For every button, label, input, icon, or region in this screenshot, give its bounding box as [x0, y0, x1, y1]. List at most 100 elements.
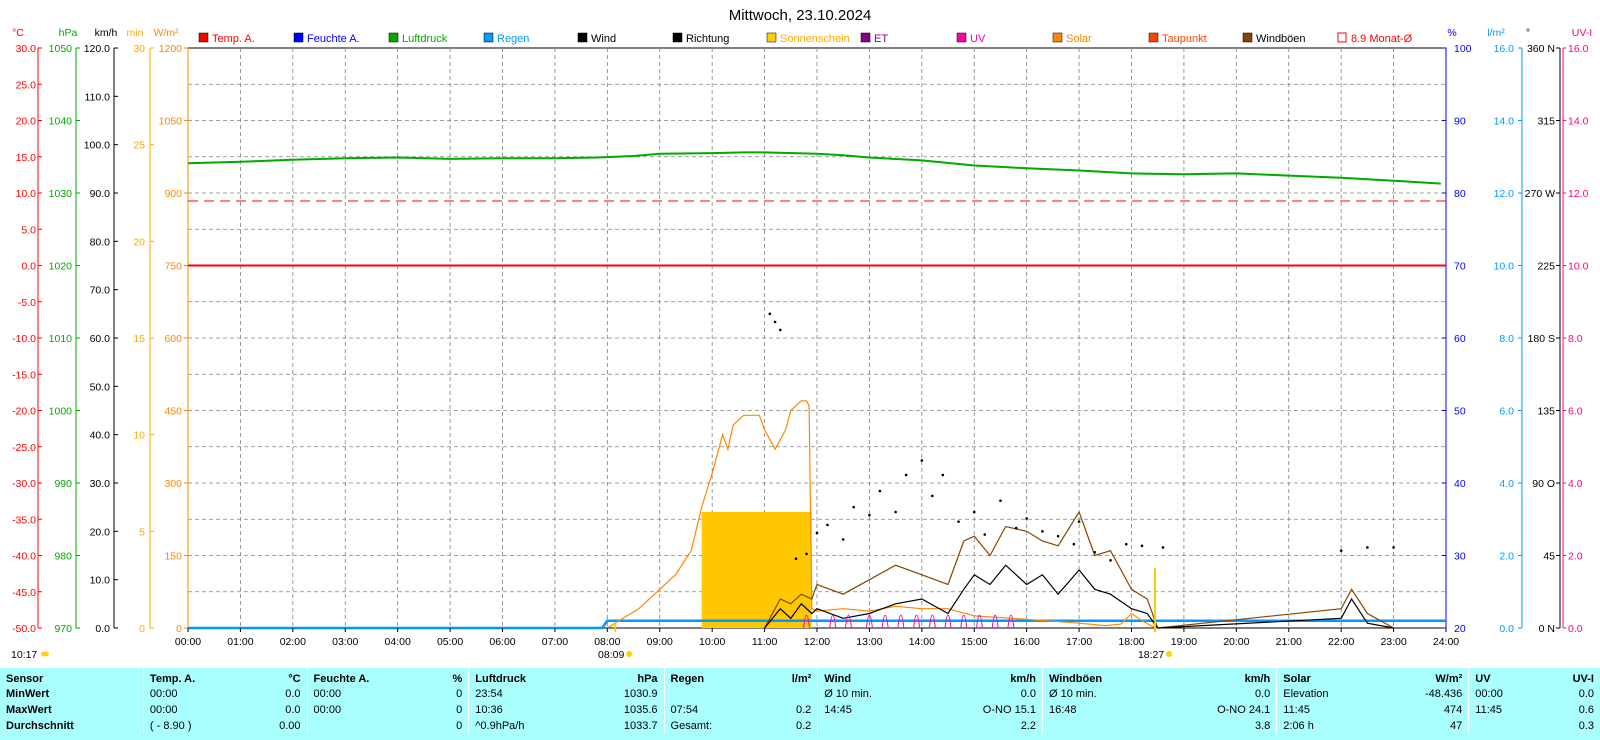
wind-line — [764, 564, 1394, 629]
temp-tick-label: 10.0 — [16, 188, 37, 200]
lm2-tick-label: 12.0 — [1494, 188, 1515, 200]
sunset-icon — [1166, 651, 1173, 657]
legend-label: Regen — [497, 33, 529, 45]
legend-label: Richtung — [686, 33, 729, 45]
table-cell-time: 00:00 — [1468, 686, 1541, 702]
moon-icon — [41, 651, 49, 657]
table-cell-time: 00:00 — [306, 686, 429, 702]
lm2-tick-label: 6.0 — [1499, 406, 1514, 418]
row-label: Durchschnitt — [6, 720, 74, 732]
deg-tick-label: 90 O — [1532, 478, 1555, 490]
x-tick-label: 19:00 — [1171, 636, 1197, 648]
x-tick-label: 11:00 — [752, 636, 778, 648]
uv-peak — [975, 614, 983, 629]
stats-table: Sensor Temp. A. °C Feuchte A.% Luftdruck hPa R… — [0, 668, 1600, 734]
legend-label: Taupunkt — [1162, 33, 1207, 45]
uv-peak — [991, 614, 999, 629]
table-header-unit: l/m² — [791, 673, 812, 685]
table-cell-value: 1033.7 — [623, 720, 658, 732]
table-cell-time: 11:45 — [1276, 702, 1380, 718]
x-tick-label: 13:00 — [856, 636, 882, 648]
table-header-name: Windböen — [1041, 668, 1160, 686]
table-cell-time — [817, 718, 926, 734]
x-tick-label: 12:00 — [804, 636, 830, 648]
table-cell-time: ^0.9hPa/h — [468, 718, 582, 734]
x-tick-label: 14:00 — [909, 636, 935, 648]
direction-point — [1014, 526, 1018, 530]
direction-point — [957, 520, 960, 523]
x-tick-label: 02:00 — [280, 636, 306, 648]
deg-tick-label: 225 — [1537, 261, 1555, 273]
x-tick-label: 18:00 — [1118, 636, 1144, 648]
direction-point — [868, 513, 871, 517]
direction-point — [972, 510, 976, 514]
direction-point — [920, 459, 924, 462]
table-row: Durchschnitt ( - 8.90 ) 0.00 0 ^0.9hPa/h 1033… — [0, 718, 1600, 734]
x-tick-label: 10:00 — [699, 636, 725, 648]
sunset-label: 18:27 — [1138, 649, 1164, 661]
legend-swatch — [483, 32, 494, 43]
temp-tick-label: -5.0 — [18, 297, 36, 309]
direction-point — [1093, 550, 1097, 554]
uvi-tick-label: 16.0 — [1568, 43, 1589, 55]
table-cell-value: 47 — [1450, 720, 1463, 732]
table-cell-value: 474 — [1443, 704, 1463, 716]
x-tick-label: 04:00 — [385, 636, 411, 648]
kmh-tick-label: 20.0 — [90, 526, 111, 538]
table-cell-time: 00:00 — [142, 686, 247, 702]
table-cell-time: 00:00 — [306, 702, 429, 718]
pct-tick-label: 100 — [1454, 43, 1472, 55]
wm2-tick-label: 600 — [164, 333, 182, 345]
direction-point — [878, 489, 882, 493]
table-cell-time — [663, 686, 761, 702]
uv-peak — [1007, 614, 1015, 629]
deg-tick-label: 270 W — [1525, 188, 1555, 200]
min-tick-label: 5 — [139, 526, 145, 538]
uvi-tick-label: 12.0 — [1568, 188, 1589, 200]
temp-tick-label: 15.0 — [16, 152, 37, 164]
pct-tick-label: 50 — [1454, 406, 1466, 418]
sunshine-bar — [701, 512, 812, 628]
legend-swatch — [198, 32, 209, 43]
hpa-tick-label: 980 — [54, 551, 72, 563]
legend-label: Windböen — [1256, 33, 1306, 45]
uv-peak — [844, 614, 852, 629]
x-tick-label: 24:00 — [1433, 636, 1459, 648]
row-label: MinWert — [6, 688, 50, 700]
table-cell-time — [1468, 718, 1541, 734]
direction-point — [1041, 530, 1044, 533]
temp-tick-label: -35.0 — [12, 514, 36, 526]
table-cell-value: 0.3 — [1578, 720, 1594, 732]
table-cell-time: ( - 8.90 ) — [142, 718, 247, 734]
table-header-name: Regen — [663, 668, 761, 686]
x-tick-label: 07:00 — [542, 636, 568, 648]
table-cell-value: 0.0 — [285, 704, 301, 716]
table-row: MaxWert 00:00 0.0 00:00 0 10:36 1035.6 07:54 0.2… — [0, 702, 1600, 718]
table-cell-value: 0 — [456, 704, 463, 716]
x-tick-label: 08:00 — [594, 636, 620, 648]
gust-line — [764, 510, 1394, 629]
legend-swatch — [388, 32, 399, 43]
legend-label: Temp. A. — [212, 33, 255, 45]
direction-point — [1077, 520, 1081, 523]
uv-peak — [944, 614, 952, 629]
weather-chart: Mittwoch, 23.10.2024 Temp. A. Feuchte A. L… — [11, 7, 1592, 661]
kmh-tick-label: 90.0 — [90, 188, 111, 200]
kmh-unit-label: km/h — [95, 27, 118, 39]
temp-tick-label: -50.0 — [12, 623, 36, 635]
min-tick-label: 20 — [133, 236, 145, 248]
direction-point — [894, 510, 897, 514]
table-header-unit: km/h — [1010, 673, 1036, 685]
table-cell-value: 0 — [456, 688, 463, 700]
x-tick-label: 17:00 — [1066, 636, 1092, 648]
table-header-name: Luftdruck — [468, 668, 582, 686]
table-row: MinWert 00:00 0.0 00:00 0 23:54 1030.9 Ø 10 min… — [0, 686, 1600, 702]
direction-point — [1072, 542, 1076, 546]
table-header-unit: % — [452, 673, 463, 685]
rain-line — [188, 619, 1446, 630]
table-cell-time: 00:00 — [142, 702, 247, 718]
temp-tick-label: -25.0 — [12, 442, 36, 454]
deg-tick-label: 45 — [1543, 551, 1555, 563]
wm2-tick-label: 900 — [164, 188, 182, 200]
hpa-tick-label: 1040 — [49, 116, 73, 128]
